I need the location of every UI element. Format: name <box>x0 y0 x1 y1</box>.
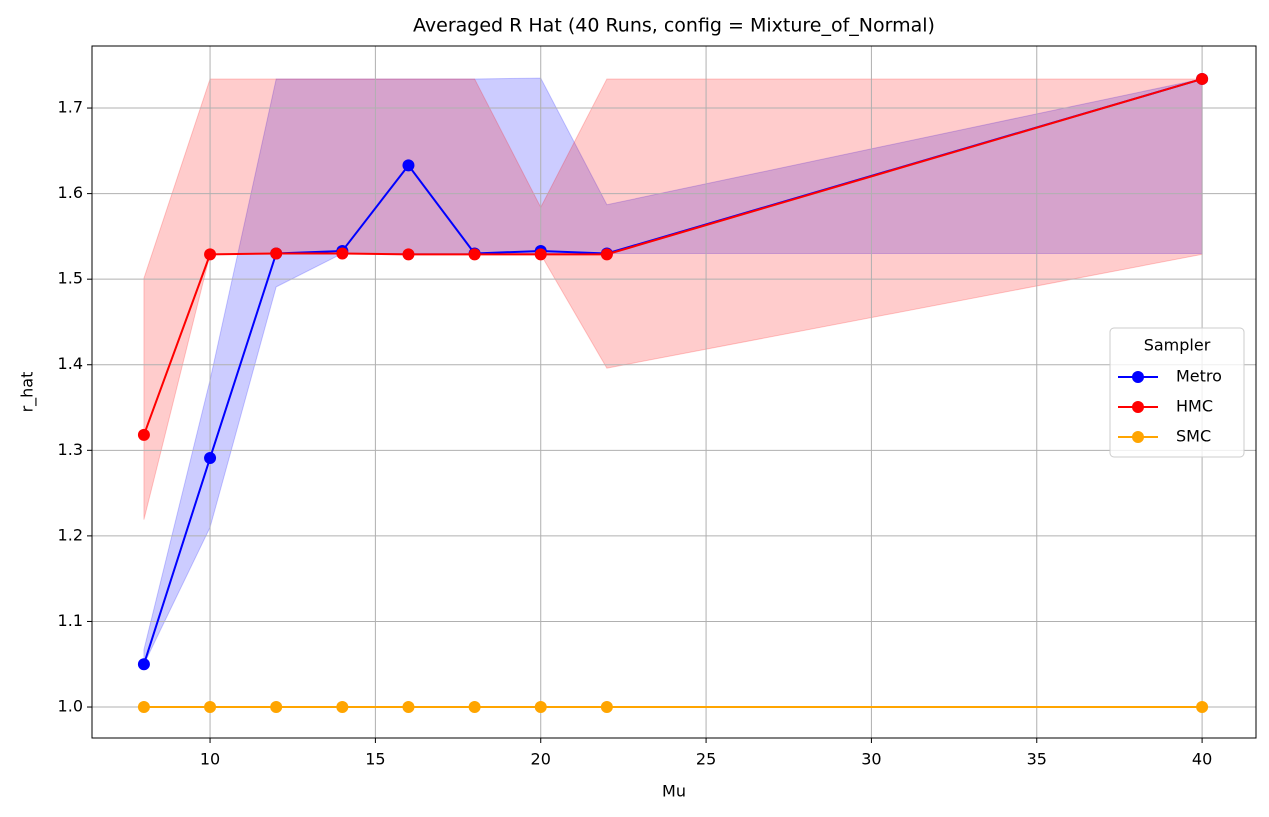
chart-title: Averaged R Hat (40 Runs, config = Mixtur… <box>413 15 935 37</box>
point <box>402 701 415 714</box>
point <box>600 701 613 714</box>
point <box>270 247 283 260</box>
plot-frame <box>91 45 1257 739</box>
legend-label: SMC <box>1176 427 1211 446</box>
point <box>468 701 481 714</box>
legend: Sampler Metro HMC SMC <box>1109 327 1245 458</box>
legend-label: Metro <box>1176 367 1222 386</box>
y-tick-label: 1.2 <box>58 525 83 544</box>
y-tick-label: 1.4 <box>58 354 83 373</box>
y-tick-label: 1.0 <box>58 697 83 716</box>
y-tick-label: 1.6 <box>58 183 83 202</box>
point <box>402 248 415 261</box>
point <box>204 452 217 465</box>
x-axis-label: Mu <box>662 782 686 801</box>
point <box>336 701 349 714</box>
y-tick-label: 1.1 <box>58 611 83 630</box>
legend-label: HMC <box>1176 397 1213 416</box>
x-tick-label: 35 <box>1027 750 1047 769</box>
confidence-band <box>143 78 1203 520</box>
x-tick-label: 40 <box>1192 750 1212 769</box>
point <box>402 159 415 172</box>
point <box>204 701 217 714</box>
x-tick-label: 20 <box>531 750 551 769</box>
x-tick-label: 15 <box>365 750 385 769</box>
y-tick-label: 1.7 <box>58 98 83 117</box>
point <box>600 248 613 261</box>
legend-box <box>1109 327 1245 458</box>
y-axis-label: r_hat <box>18 372 38 413</box>
point <box>534 248 547 261</box>
point <box>468 248 481 261</box>
x-tick-label: 10 <box>200 750 220 769</box>
point <box>204 248 217 261</box>
legend-marker <box>1132 431 1144 443</box>
point <box>534 701 547 714</box>
y-tick-label: 1.5 <box>58 269 83 288</box>
legend-marker <box>1132 371 1144 383</box>
x-tick-label: 25 <box>696 750 716 769</box>
legend-title: Sampler <box>1144 336 1211 355</box>
point <box>1196 72 1209 85</box>
legend-marker <box>1132 401 1144 413</box>
x-tick-label: 30 <box>861 750 881 769</box>
point <box>137 701 150 714</box>
y-tick-label: 1.3 <box>58 440 83 459</box>
point <box>137 428 150 441</box>
point <box>137 658 150 671</box>
point <box>336 247 349 260</box>
point <box>270 701 283 714</box>
point <box>1196 701 1209 714</box>
